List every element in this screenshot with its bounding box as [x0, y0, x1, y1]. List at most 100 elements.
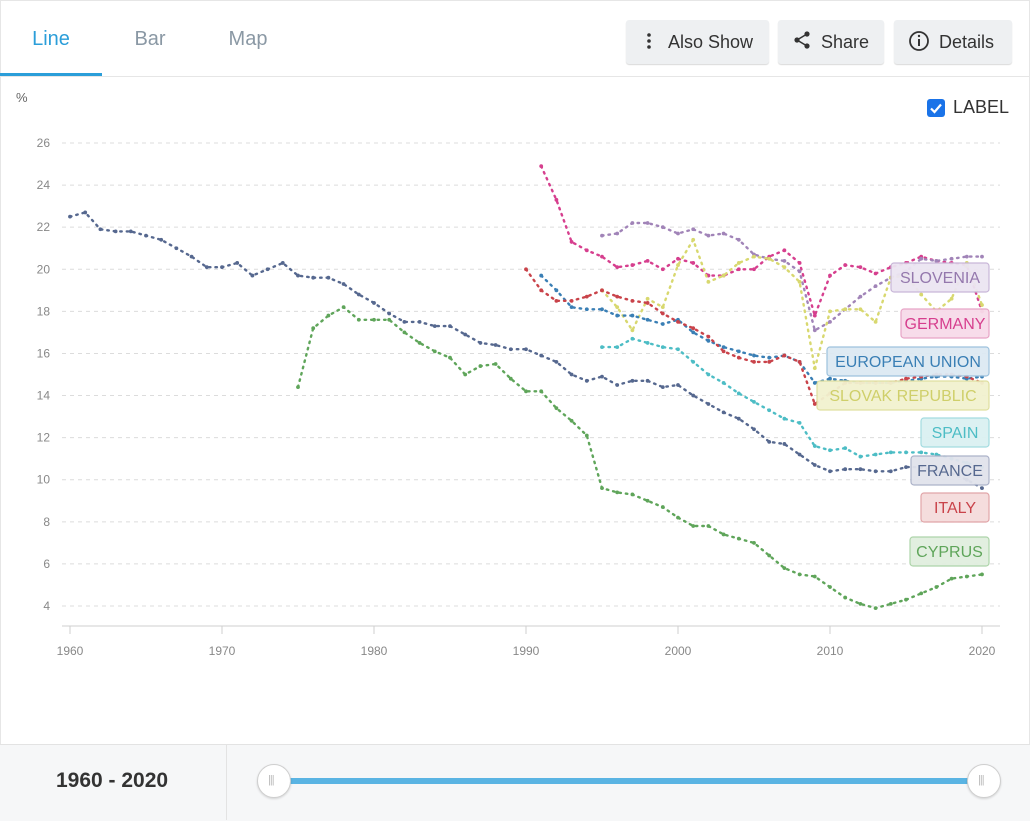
series-label-box-italy	[920, 492, 990, 523]
share-icon	[792, 20, 812, 80]
data-point-slovak-republic	[797, 280, 802, 284]
data-point-cyprus	[554, 406, 559, 411]
data-point-slovak-republic	[736, 261, 741, 265]
series-label-european-union: EUROPEAN UNION	[835, 354, 981, 371]
data-point-italy	[904, 376, 908, 381]
data-point-slovak-republic	[843, 307, 848, 312]
data-point-germany	[645, 258, 650, 263]
x-tick-label: 2020	[969, 644, 996, 658]
data-point-slovenia	[797, 269, 802, 274]
y-tick-label: 14	[37, 389, 51, 403]
data-point-cyprus	[402, 330, 407, 335]
data-point-slovak-republic	[782, 265, 787, 270]
data-point-cyprus	[980, 572, 984, 577]
checkmark-icon	[930, 103, 942, 114]
header-divider	[0, 76, 1030, 77]
data-point-cyprus	[736, 536, 741, 541]
data-point-slovenia	[858, 294, 863, 299]
data-point-france	[660, 385, 665, 390]
range-start-handle[interactable]: |||	[257, 764, 291, 798]
data-point-slovenia	[691, 227, 696, 232]
data-point-slovenia	[949, 256, 954, 261]
y-tick-label: 24	[37, 178, 51, 192]
tab-bar[interactable]: Bar	[134, 28, 166, 50]
data-point-france	[554, 359, 559, 364]
data-point-france	[508, 347, 513, 352]
series-label-box-cyprus	[909, 536, 990, 567]
data-point-cyprus	[508, 376, 513, 381]
data-point-germany	[584, 248, 589, 253]
data-point-france	[584, 378, 589, 383]
data-point-slovak-republic	[949, 296, 954, 301]
more-vertical-icon	[644, 20, 654, 80]
series-label-box-france	[910, 455, 990, 486]
label-toggle-text: LABEL	[953, 97, 1010, 117]
data-point-slovak-republic	[706, 280, 711, 284]
data-point-spain	[721, 381, 726, 385]
y-tick-label: 20	[37, 262, 51, 276]
data-point-cyprus	[569, 418, 574, 423]
label-checkbox[interactable]	[927, 99, 945, 117]
data-point-slovak-republic	[660, 305, 665, 310]
data-point-france	[767, 439, 772, 444]
data-point-spain	[630, 336, 635, 341]
series-label-box-germany	[900, 308, 990, 339]
data-point-european-union	[752, 353, 756, 358]
data-point-france	[493, 343, 498, 347]
data-point-france	[220, 265, 224, 270]
range-track[interactable]	[274, 778, 984, 784]
data-point-european-union	[539, 273, 544, 278]
data-point-cyprus	[752, 540, 756, 545]
data-point-germany	[858, 265, 863, 270]
data-point-france	[250, 273, 255, 278]
data-point-germany	[736, 267, 741, 272]
y-tick-label: 18	[37, 304, 51, 318]
data-point-cyprus	[630, 492, 635, 497]
data-point-cyprus	[828, 585, 832, 589]
y-tick-label: 12	[37, 431, 51, 445]
data-point-cyprus	[372, 317, 376, 322]
data-point-germany	[782, 248, 787, 253]
series-label-box-european-union	[826, 346, 990, 377]
data-point-slovak-republic	[873, 319, 878, 324]
data-point-italy	[539, 288, 544, 293]
x-tick-label: 1990	[513, 644, 540, 658]
data-point-slovenia	[828, 319, 832, 324]
view-tabs: Line Bar Map	[0, 6, 1030, 76]
data-point-slovenia	[721, 231, 726, 236]
x-tick-label: 1980	[361, 644, 388, 658]
data-point-spain	[828, 448, 832, 453]
data-point-france	[706, 402, 711, 406]
data-point-italy	[767, 359, 772, 364]
data-point-france	[189, 254, 194, 259]
data-point-cyprus	[645, 498, 650, 503]
series-label-italy: ITALY	[934, 500, 976, 517]
data-point-slovenia	[736, 237, 741, 242]
data-point-spain	[858, 454, 863, 459]
data-point-cyprus	[676, 515, 680, 520]
share-button[interactable]: Share	[778, 20, 884, 64]
tab-map[interactable]: Map	[228, 28, 268, 50]
data-point-european-union	[569, 305, 574, 310]
data-point-spain	[873, 452, 878, 457]
x-tick-label: 2010	[817, 644, 844, 658]
details-label: Details	[939, 32, 995, 52]
data-point-cyprus	[478, 364, 483, 368]
data-point-germany	[812, 313, 817, 318]
data-point-italy	[600, 288, 604, 293]
range-end-handle[interactable]: |||	[967, 764, 1001, 798]
data-point-european-union	[660, 322, 665, 326]
data-point-slovenia	[706, 233, 711, 238]
data-point-cyprus	[706, 524, 711, 528]
details-button[interactable]: Details	[894, 20, 1012, 64]
data-point-italy	[782, 353, 787, 358]
data-point-slovak-republic	[919, 292, 924, 297]
series-label-slovak-republic: SLOVAK REPUBLIC	[829, 388, 976, 405]
series-label-box-slovenia	[890, 262, 990, 293]
also-show-button[interactable]: Also Show	[626, 20, 769, 64]
y-tick-label: 26	[37, 136, 51, 150]
tab-line[interactable]: Line	[0, 6, 102, 76]
line-chart: 4 6 8 10 12 14 16 18 20 22 24 26 1960 1970 1980 1990 200…	[37, 136, 1000, 658]
data-point-cyprus	[858, 601, 863, 606]
data-point-france	[113, 229, 118, 234]
